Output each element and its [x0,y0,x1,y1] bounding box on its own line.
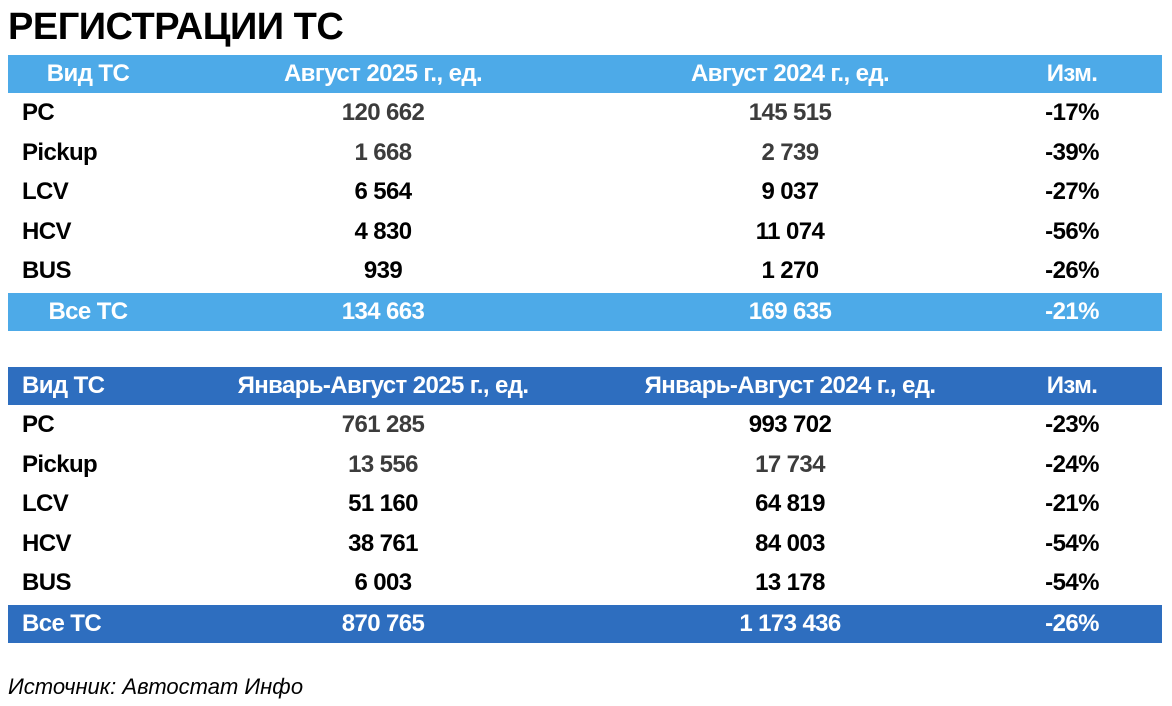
header-cell: Все ТС [22,609,102,637]
header-band [8,367,1162,405]
table-cell: -54% [1045,569,1099,596]
table-cell: BUS [22,569,71,596]
table-cell: -26% [1045,257,1099,284]
header-cell: Август 2025 г., ед. [283,60,483,87]
header-band [8,55,1162,93]
table-cell: LCV [22,490,69,517]
header-cell: Все ТС [48,297,128,325]
header-cell: Январь-Август 2024 г., ед. [644,372,936,399]
table-cell: LCV [22,178,69,205]
header-cell: 1 173 436 [739,609,841,637]
table-cell: 120 662 [341,99,425,126]
table-cell: 939 [363,257,403,284]
header-cell: -21% [1045,297,1099,325]
table-cell: 9 037 [761,178,819,205]
table-cell: 64 819 [755,490,825,517]
table-cell: 4 830 [354,217,412,245]
table-cell: -17% [1045,99,1099,126]
table-cell: 1 270 [761,257,819,284]
table-cell: HCV [22,217,71,245]
total-band [8,292,1162,331]
header-cell: 870 765 [341,609,425,637]
header-cell: 134 663 [341,297,425,325]
table-cell: Pickup [22,138,98,166]
table-cell: -54% [1045,529,1099,557]
table-cell: BUS [22,257,71,284]
table-cell: 13 556 [348,450,418,478]
table-cell: -21% [1045,490,1099,517]
table-cell: -56% [1045,217,1099,245]
header-cell: -26% [1045,609,1099,637]
table-cell: -23% [1045,411,1099,438]
table-cell: 6 003 [354,569,412,596]
header-cell: Изм. [1046,60,1098,87]
header-cell: Вид ТС [22,372,105,399]
table-cell: 993 702 [748,411,832,438]
table-cell: -39% [1045,138,1099,166]
source: Источник: Автостат Инфо [8,674,304,699]
table-cell: HCV [22,529,71,557]
header-cell: Август 2024 г., ед. [690,60,890,87]
table-cell: PC [22,99,55,126]
table-cell: 2 739 [761,138,819,166]
header-cell: Вид ТС [46,60,130,87]
table-cell: 6 564 [354,178,412,205]
table-cell: -27% [1045,178,1099,205]
table-cell: 761 285 [341,411,425,438]
header-cell: Изм. [1046,372,1098,399]
table-cell: 84 003 [755,529,825,557]
total-band [8,604,1162,643]
table-cell: 13 178 [755,569,825,596]
table-cell: 1 668 [354,138,412,166]
table-cell: 11 074 [755,217,825,245]
table-cell: Pickup [22,450,98,478]
table-cell: 38 761 [348,529,418,557]
table-cell: -24% [1045,450,1099,478]
header-cell: 169 635 [748,297,832,325]
table-cell: PC [22,411,55,438]
table-cell: 17 734 [755,450,825,478]
table-cell: 145 515 [748,99,832,126]
title: РЕГИСТРАЦИИ ТС [8,6,344,48]
table-cell: 51 160 [348,490,418,517]
header-cell: Январь-Август 2025 г., ед. [237,372,529,399]
